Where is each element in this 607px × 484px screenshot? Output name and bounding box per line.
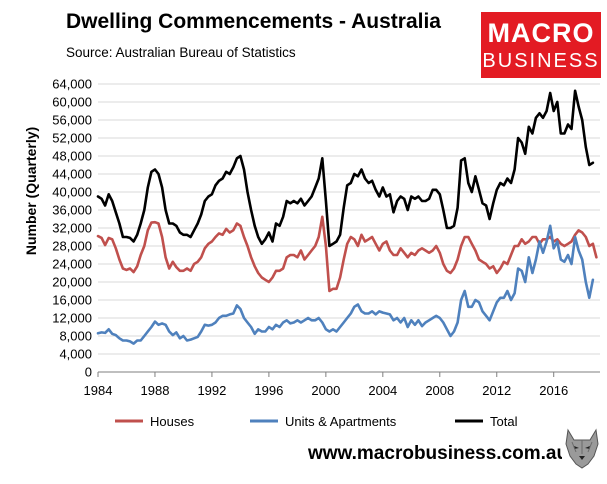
y-tick-label: 64,000: [52, 77, 92, 92]
macrobusiness-logo: MACRO BUSINESS: [481, 12, 601, 78]
logo-word-business: BUSINESS: [482, 50, 600, 72]
x-axis: 1984 1988 1992 1996 2000 2004 2008 2012 2016: [84, 371, 600, 398]
y-tick-label: 44,000: [52, 167, 92, 182]
y-tick-label: 4,000: [59, 347, 92, 362]
x-tick-label: 1992: [197, 383, 226, 398]
y-tick-label: 36,000: [52, 203, 92, 218]
y-tick-label: 16,000: [52, 293, 92, 308]
y-tick-label: 48,000: [52, 149, 92, 164]
x-tick-label: 2000: [311, 383, 340, 398]
y-axis-title: Number (Quarterly): [23, 127, 39, 255]
x-tick-label: 1996: [254, 383, 283, 398]
y-tick-label: 40,000: [52, 185, 92, 200]
series-line-units-apartments: [96, 224, 595, 345]
legend: Houses Units & Apartments Total: [115, 414, 518, 429]
chart-title: Dwelling Commencements - Australia: [66, 10, 441, 33]
series-lines: [96, 89, 598, 345]
y-tick-label: 0: [85, 365, 92, 380]
x-tick-label: 1984: [84, 383, 113, 398]
y-tick-label: 8,000: [59, 329, 92, 344]
y-tick-label: 24,000: [52, 257, 92, 272]
x-tick-label: 2008: [425, 383, 454, 398]
series-line-houses: [96, 215, 598, 293]
logo-word-macro: MACRO: [487, 18, 595, 48]
x-tick-label: 2016: [539, 383, 568, 398]
legend-label: Total: [490, 414, 518, 429]
chart-source: Source: Australian Bureau of Statistics: [66, 45, 296, 60]
x-tick-label: 1988: [141, 383, 170, 398]
wolf-mascot-icon: [562, 426, 602, 470]
y-tick-label: 12,000: [52, 311, 92, 326]
legend-label: Units & Apartments: [285, 414, 397, 429]
x-tick-label: 2012: [482, 383, 511, 398]
y-tick-label: 56,000: [52, 113, 92, 128]
y-tick-label: 28,000: [52, 239, 92, 254]
y-tick-label: 20,000: [52, 275, 92, 290]
y-tick-label: 60,000: [52, 95, 92, 110]
y-tick-label: 52,000: [52, 131, 92, 146]
y-axis: 0 4,000 8,000 12,000 16,000 20,000 24,000 28,00…: [52, 77, 92, 380]
website-url: www.macrobusiness.com.au: [308, 443, 569, 464]
gridlines: [98, 83, 600, 355]
series-line-total: [96, 89, 595, 248]
y-tick-label: 32,000: [52, 221, 92, 236]
x-tick-label: 2004: [368, 383, 397, 398]
legend-label: Houses: [150, 414, 195, 429]
